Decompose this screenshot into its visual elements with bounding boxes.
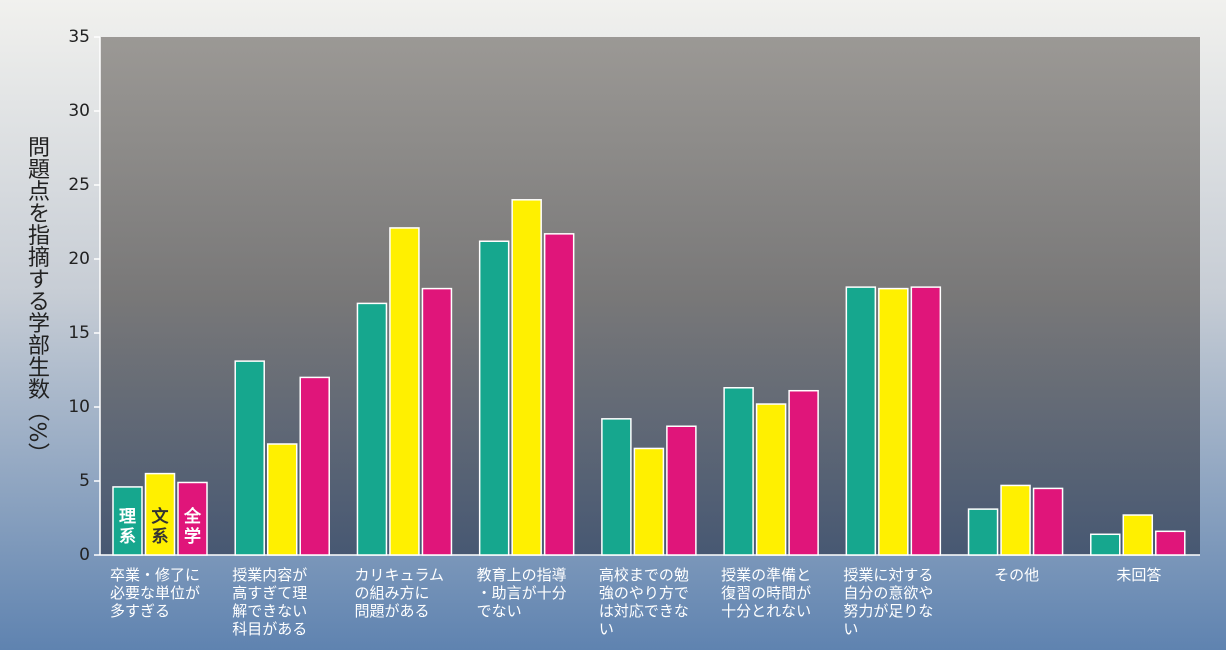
x-tick-label: 未回答 — [1116, 566, 1161, 584]
y-axis-label: 問題点を指摘する学部生数（%） — [24, 136, 50, 465]
bar — [356, 302, 388, 556]
bar — [543, 233, 575, 556]
bar — [967, 508, 999, 556]
bar — [666, 425, 697, 556]
bar — [511, 199, 542, 556]
bar — [1000, 484, 1031, 556]
bar — [601, 418, 632, 556]
x-tick-label: 教育上の指導・助言が十分でない — [477, 566, 567, 620]
x-tick-label: カリキュラムの組み方に問題がある — [354, 566, 444, 620]
legend-label: 文系 — [152, 506, 170, 547]
y-tick-label: 20 — [68, 249, 90, 269]
bar — [266, 443, 298, 556]
bar — [878, 287, 909, 556]
bar — [1155, 530, 1186, 556]
bar — [389, 227, 420, 556]
x-tick-label: 授業に対する自分の意欲や努力が足りない — [843, 566, 933, 638]
bar — [478, 240, 510, 556]
x-tick-label: その他 — [994, 566, 1039, 584]
bar — [421, 287, 453, 556]
y-tick-label: 15 — [68, 323, 90, 343]
y-tick-label: 0 — [79, 545, 90, 565]
bar — [1090, 533, 1121, 556]
bar — [633, 447, 665, 556]
bar — [1122, 514, 1154, 556]
bar — [299, 376, 330, 556]
y-tick-label: 35 — [68, 27, 90, 47]
y-tick-label: 10 — [68, 397, 90, 417]
bar — [845, 286, 877, 556]
x-tick-label: 高校までの勉強のやり方では対応できない — [599, 566, 689, 638]
y-tick-label: 25 — [68, 175, 90, 195]
x-tick-label: 授業内容が高すぎて理解できない科目がある — [232, 566, 307, 638]
y-tick-label: 30 — [68, 101, 90, 121]
bar — [234, 360, 265, 556]
bar — [144, 472, 176, 556]
x-tick-label: 授業の準備と復習の時間が十分とれない — [721, 566, 811, 620]
x-tick-label: 卒業・修了に必要な単位が多すぎる — [110, 566, 200, 620]
bar — [788, 389, 819, 556]
bar — [755, 403, 787, 556]
bar — [1032, 487, 1064, 556]
bar — [112, 486, 143, 556]
bar — [177, 481, 208, 556]
legend-label: 理系 — [119, 507, 136, 547]
bar — [723, 387, 754, 556]
bar — [910, 286, 942, 556]
legend-label: 全学 — [183, 506, 202, 547]
y-tick-label: 5 — [79, 471, 90, 491]
